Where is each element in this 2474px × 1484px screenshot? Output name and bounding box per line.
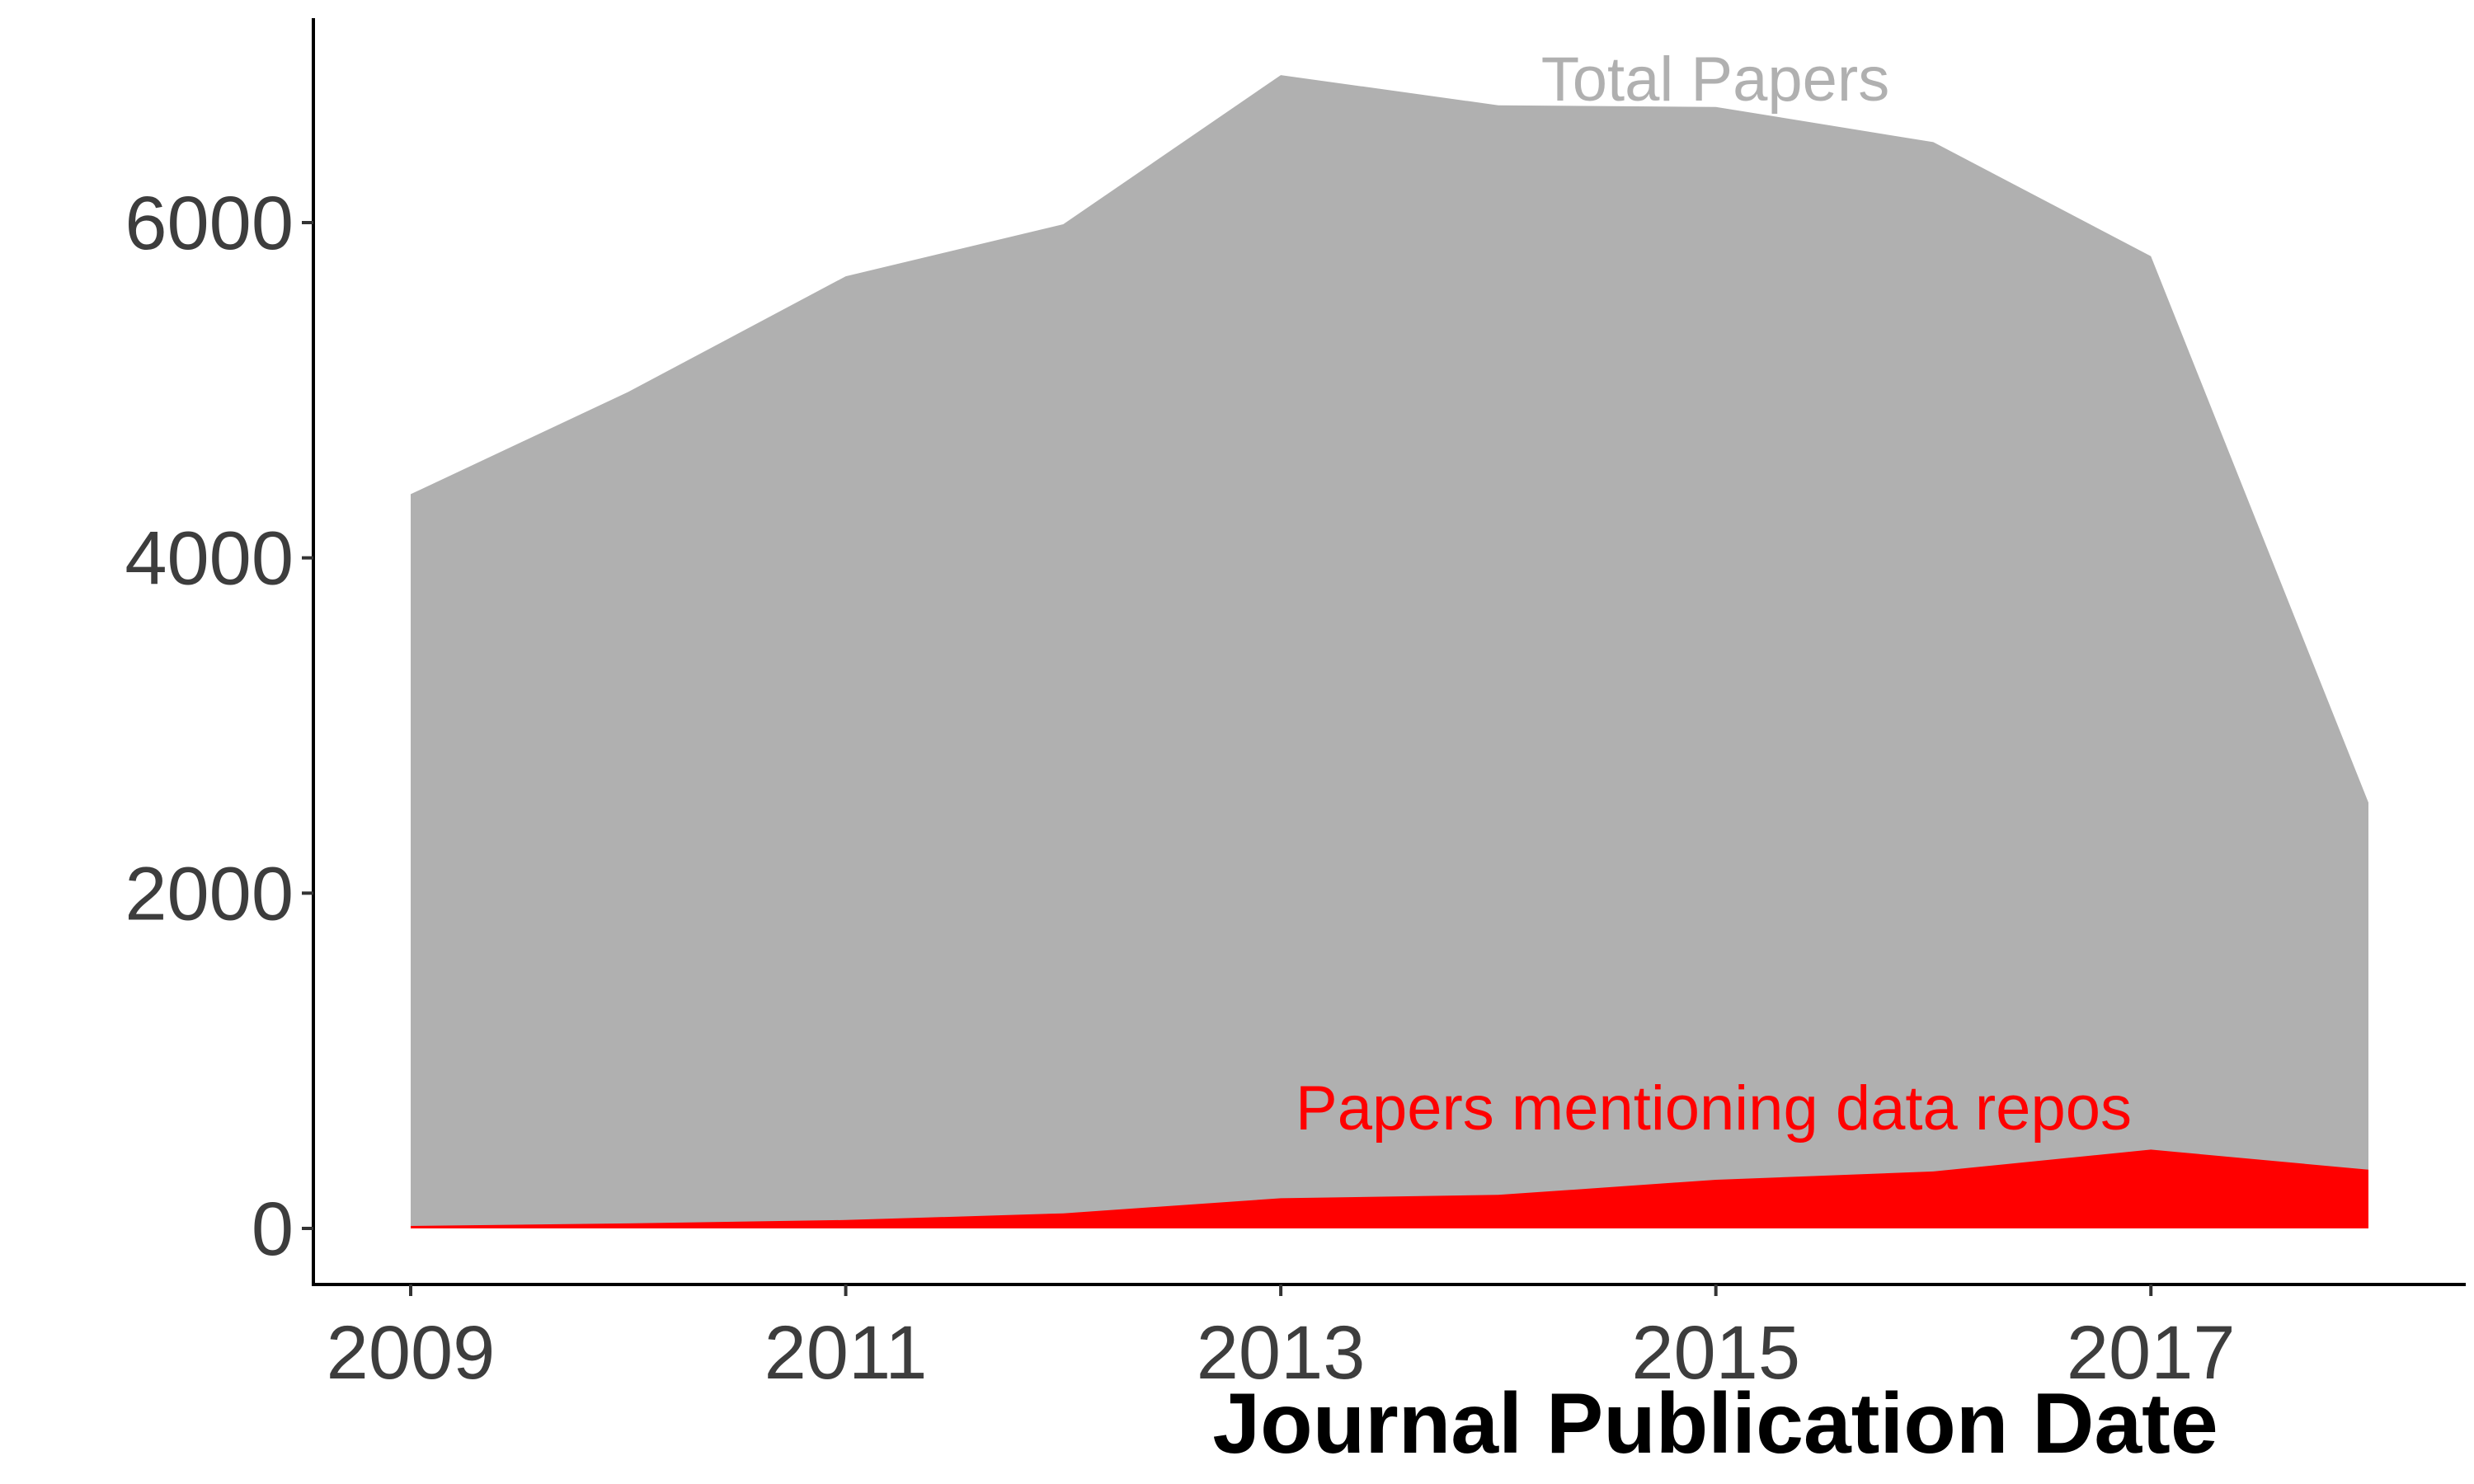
area-layer: [411, 75, 2368, 1229]
y-tick-label: 0: [252, 1187, 294, 1271]
y-tick-label: 2000: [125, 852, 294, 936]
axes: [312, 18, 2466, 1286]
area-series-2: [411, 1149, 2368, 1228]
series-label-2: Papers mentioning data repos: [1296, 1073, 2132, 1144]
x-tick-label: 2013: [1197, 1311, 1366, 1395]
x-tick-label: 2011: [764, 1311, 928, 1395]
x-tick-label: 2017: [2067, 1311, 2236, 1395]
y-tick-label: 6000: [125, 181, 294, 265]
x-tick-label: 2015: [1631, 1311, 1800, 1395]
x-axis-title: Journal Publication Date: [1212, 1376, 2218, 1472]
y-tick-label: 4000: [125, 517, 294, 601]
x-tick-label: 2009: [327, 1311, 496, 1395]
area-series-1: [411, 75, 2368, 1229]
series-label-1: Total Papers: [1541, 45, 1889, 115]
series-label-layer: Total Papers Papers mentioning data repos: [1296, 45, 2132, 1144]
tick-layer: 0 2000 4000 6000 2009 2011 2013 2015 2017: [125, 181, 2235, 1395]
